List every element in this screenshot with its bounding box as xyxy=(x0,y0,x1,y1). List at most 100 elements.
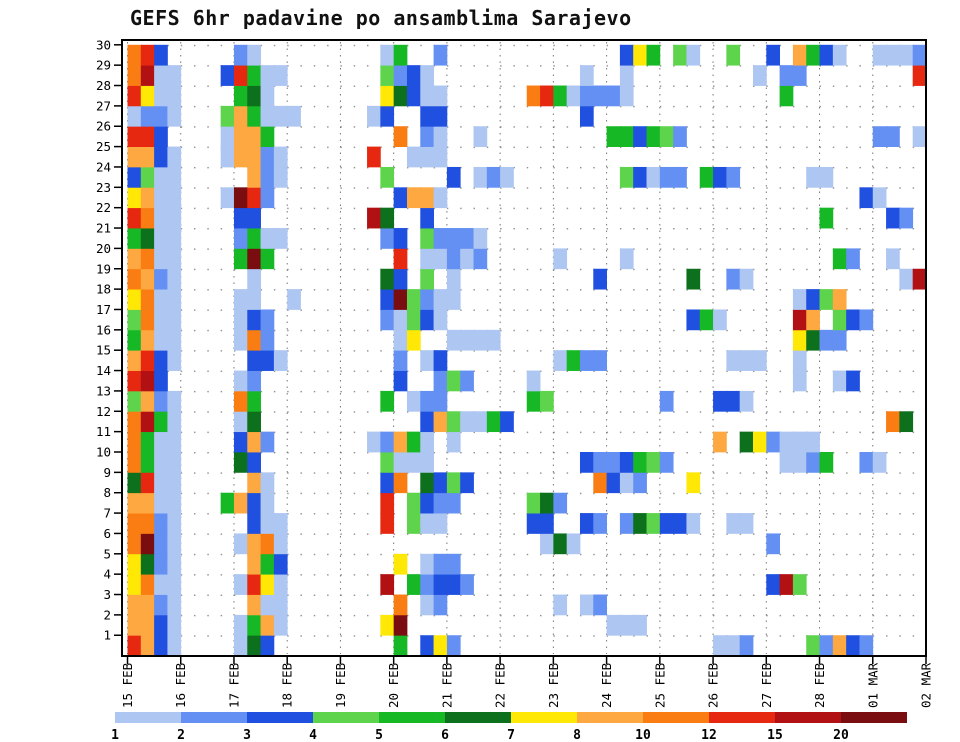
heatmap-cell xyxy=(380,492,395,514)
heatmap-cell xyxy=(420,85,434,107)
heatmap-cell xyxy=(859,187,874,209)
y-tick-label: 25 xyxy=(96,139,111,154)
heatmap-cell xyxy=(792,309,807,331)
heatmap-cell xyxy=(832,309,847,331)
heatmap-cell xyxy=(420,126,434,147)
heatmap-cell xyxy=(606,85,621,107)
heatmap-cell xyxy=(526,370,541,392)
heatmap-cell xyxy=(233,44,248,66)
heatmap-cell xyxy=(247,390,261,412)
heatmap-cell xyxy=(247,614,261,636)
x-tick-label: 18 FEB xyxy=(280,663,295,708)
heatmap-cell xyxy=(752,431,767,453)
heatmap-cell xyxy=(553,533,568,555)
heatmap-cell xyxy=(154,513,168,534)
heatmap-cell xyxy=(393,65,408,86)
heatmap-cell xyxy=(553,594,568,616)
heatmap-cell xyxy=(446,553,461,575)
heatmap-cell xyxy=(167,350,182,371)
heatmap-cell xyxy=(140,309,155,331)
heatmap-cell xyxy=(886,207,900,229)
heatmap-cell xyxy=(752,65,767,86)
heatmap-cell xyxy=(633,513,647,534)
heatmap-cell xyxy=(154,390,168,412)
x-tick-label: 22 FEB xyxy=(493,663,508,708)
heatmap-cell xyxy=(460,574,474,595)
heatmap-cell xyxy=(127,268,142,290)
heatmap-cell xyxy=(792,329,807,351)
colorbar-segment xyxy=(841,712,907,723)
heatmap-cell xyxy=(127,166,142,188)
heatmap-cell xyxy=(233,146,248,168)
colorbar-label: 8 xyxy=(573,728,581,742)
plot-frame xyxy=(121,39,927,657)
x-tick-label: 24 FEB xyxy=(599,663,614,708)
heatmap-cell xyxy=(739,431,754,453)
heatmap-cell xyxy=(140,187,155,209)
heatmap-cell xyxy=(526,85,541,107)
heatmap-cell xyxy=(393,370,408,392)
heatmap-cell xyxy=(446,248,461,270)
heatmap-cell xyxy=(167,635,182,656)
heatmap-cell xyxy=(406,65,421,86)
heatmap-cell xyxy=(140,207,155,229)
heatmap-cell xyxy=(260,513,275,534)
heatmap-cell xyxy=(140,370,155,392)
heatmap-cell xyxy=(566,350,581,371)
heatmap-cell xyxy=(273,533,288,555)
heatmap-cell xyxy=(167,85,182,107)
heatmap-cell xyxy=(579,65,594,86)
heatmap-cell xyxy=(273,553,288,575)
heatmap-cell xyxy=(127,309,142,331)
heatmap-cell xyxy=(473,166,488,188)
heatmap-cell xyxy=(140,553,155,575)
x-tick-label: 25 FEB xyxy=(652,663,667,708)
y-tick-label: 19 xyxy=(96,261,111,276)
heatmap-cell xyxy=(393,635,408,656)
heatmap-cell xyxy=(127,350,142,371)
heatmap-cell xyxy=(659,126,674,147)
heatmap-cell xyxy=(273,513,288,534)
heatmap-cell xyxy=(233,574,248,595)
heatmap-cell xyxy=(260,533,275,555)
heatmap-cell xyxy=(140,289,155,310)
heatmap-cell xyxy=(593,513,607,534)
heatmap-cell xyxy=(233,411,248,433)
heatmap-cell xyxy=(633,166,647,188)
heatmap-cell xyxy=(792,452,807,473)
y-tick-label: 30 xyxy=(96,37,111,52)
heatmap-cell xyxy=(420,289,434,310)
heatmap-cell xyxy=(526,492,541,514)
heatmap-cell xyxy=(127,228,142,249)
heatmap-cell xyxy=(393,431,408,453)
heatmap-cell xyxy=(433,635,448,656)
heatmap-cell xyxy=(912,126,927,147)
heatmap-cell xyxy=(406,289,421,310)
heatmap-cell xyxy=(619,472,634,494)
heatmap-cell xyxy=(579,85,594,107)
heatmap-cell xyxy=(619,65,634,86)
heatmap-cell xyxy=(486,411,501,433)
heatmap-cell xyxy=(446,166,461,188)
colorbar-label: 10 xyxy=(635,728,651,742)
colorbar-label: 5 xyxy=(375,728,383,742)
heatmap-cell xyxy=(167,146,182,168)
heatmap-cell xyxy=(460,248,474,270)
heatmap-cell xyxy=(127,594,142,616)
heatmap-cell xyxy=(247,228,261,249)
heatmap-cell xyxy=(806,309,820,331)
heatmap-cell xyxy=(500,411,514,433)
y-tick-label: 27 xyxy=(96,98,111,113)
heatmap-cell xyxy=(473,248,488,270)
heatmap-cell xyxy=(433,411,448,433)
heatmap-cell xyxy=(140,533,155,555)
heatmap-cell xyxy=(433,126,448,147)
heatmap-cell xyxy=(260,65,275,86)
heatmap-cell xyxy=(167,65,182,86)
heatmap-cell xyxy=(540,533,554,555)
heatmap-cell xyxy=(579,452,594,473)
heatmap-cell xyxy=(406,85,421,107)
heatmap-cell xyxy=(819,289,834,310)
heatmap-cell xyxy=(260,187,275,209)
